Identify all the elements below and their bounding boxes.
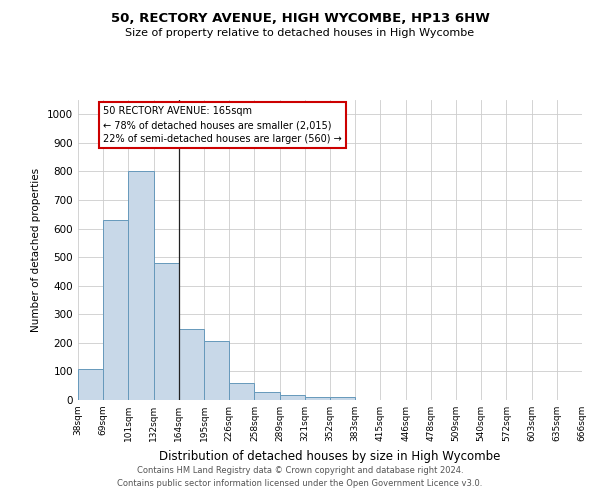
- Text: 50, RECTORY AVENUE, HIGH WYCOMBE, HP13 6HW: 50, RECTORY AVENUE, HIGH WYCOMBE, HP13 6…: [110, 12, 490, 26]
- Bar: [280, 395, 305, 400]
- Bar: [154, 263, 179, 400]
- Bar: [229, 383, 254, 400]
- Bar: [330, 397, 355, 400]
- Text: 50 RECTORY AVENUE: 165sqm
← 78% of detached houses are smaller (2,015)
22% of se: 50 RECTORY AVENUE: 165sqm ← 78% of detac…: [103, 106, 342, 144]
- X-axis label: Distribution of detached houses by size in High Wycombe: Distribution of detached houses by size …: [160, 450, 500, 462]
- Bar: [179, 328, 204, 400]
- Bar: [128, 172, 154, 400]
- Text: Size of property relative to detached houses in High Wycombe: Size of property relative to detached ho…: [125, 28, 475, 38]
- Bar: [305, 396, 330, 400]
- Text: Contains HM Land Registry data © Crown copyright and database right 2024.
Contai: Contains HM Land Registry data © Crown c…: [118, 466, 482, 487]
- Bar: [78, 368, 103, 400]
- Bar: [254, 392, 280, 400]
- Y-axis label: Number of detached properties: Number of detached properties: [31, 168, 41, 332]
- Bar: [103, 220, 128, 400]
- Bar: [204, 342, 229, 400]
